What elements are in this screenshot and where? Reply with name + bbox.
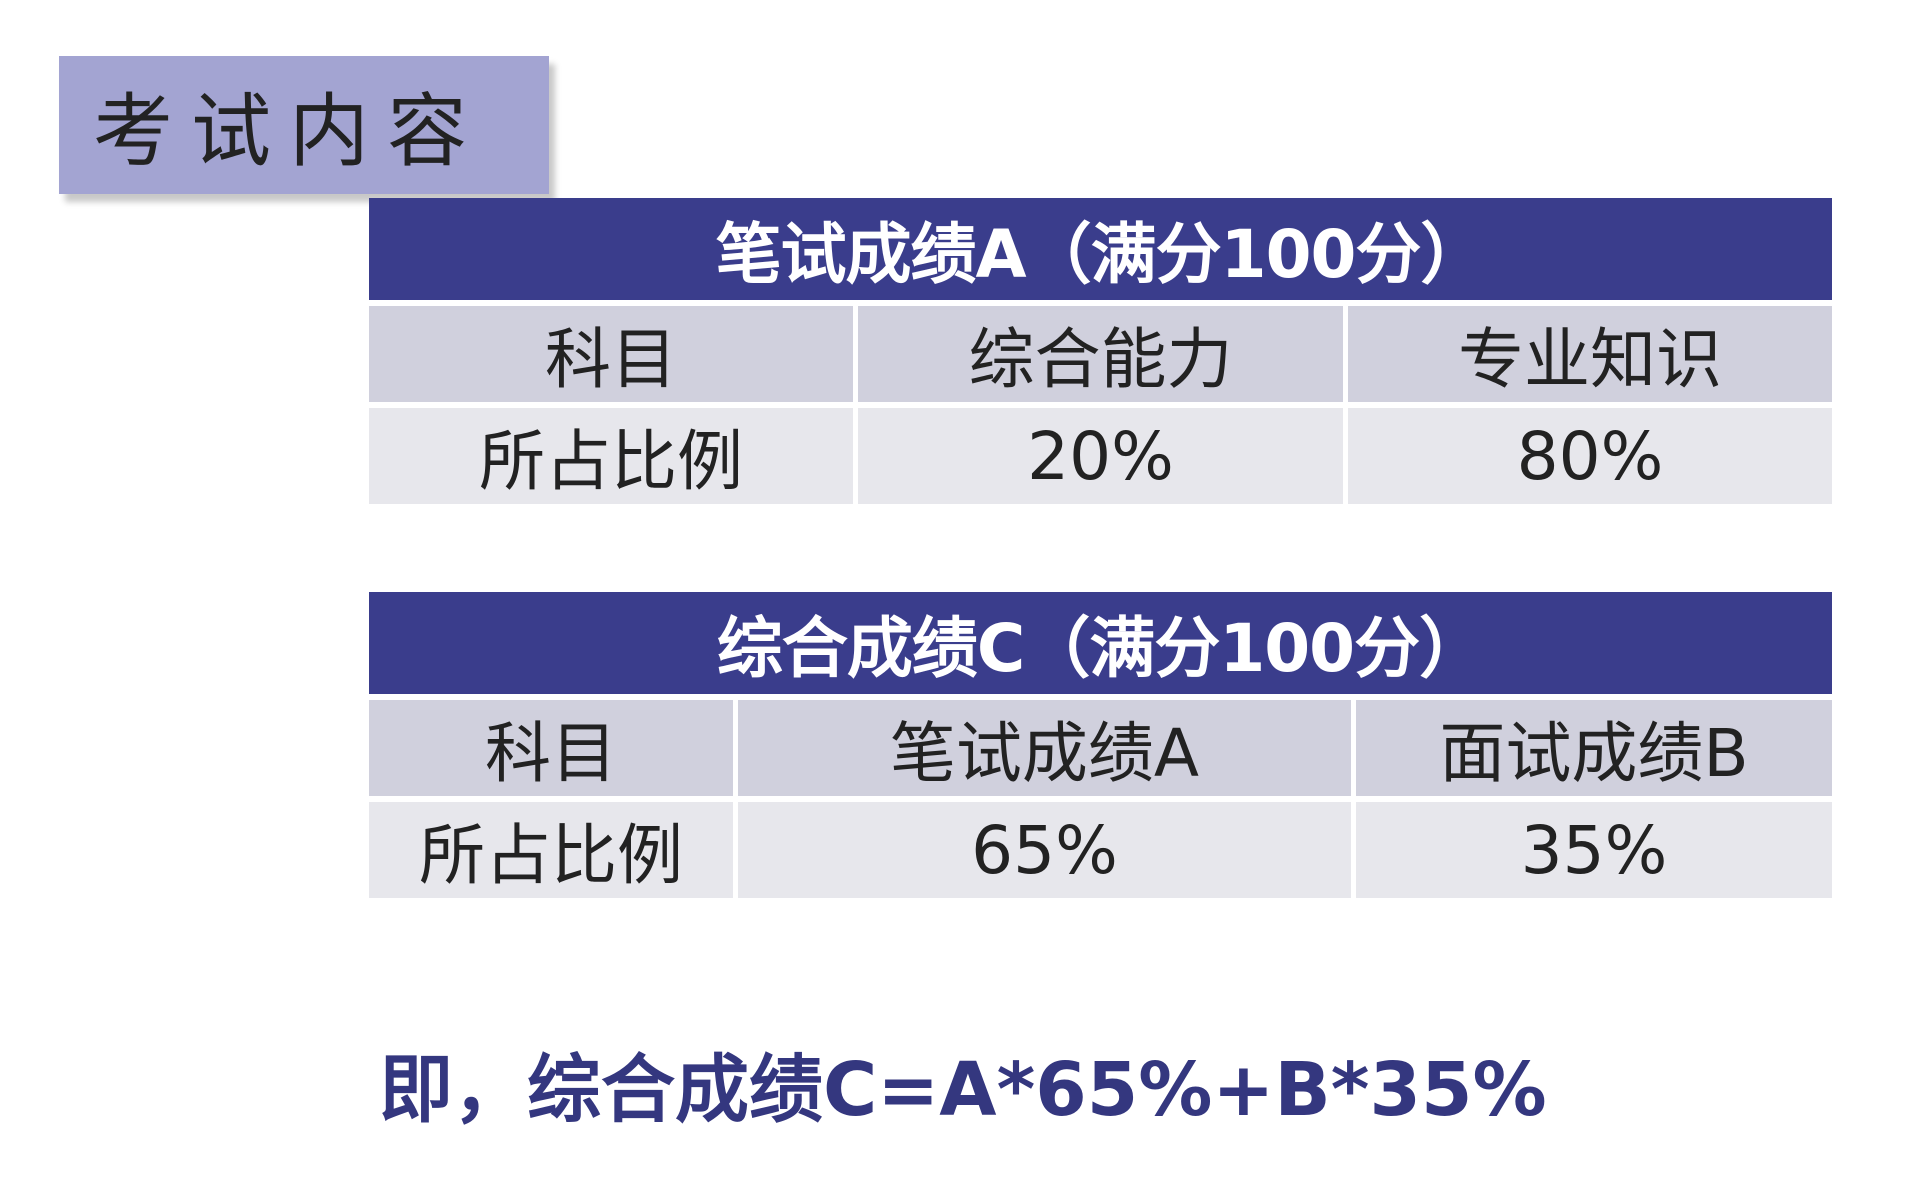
table-row: 科目 笔试成绩A 面试成绩B	[369, 700, 1832, 796]
overall-score-table-title: 综合成绩C（满分100分）	[369, 592, 1832, 694]
table-cell-written-score: 笔试成绩A	[738, 700, 1351, 796]
score-formula: 即，综合成绩C=A*65%+B*35%	[379, 1047, 1547, 1133]
table-row: 所占比例 65% 35%	[369, 802, 1832, 898]
table-cell-ratio-value: 65%	[738, 802, 1351, 898]
table-cell-ratio-value: 20%	[858, 408, 1343, 504]
table-cell-professional-knowledge: 专业知识	[1348, 306, 1832, 402]
table-cell-ratio-value: 80%	[1348, 408, 1832, 504]
table-cell-subject-label: 科目	[369, 700, 733, 796]
section-title: 考试内容	[93, 85, 485, 178]
table-row: 所占比例 20% 80%	[369, 408, 1832, 504]
table-cell-ratio-value: 35%	[1356, 802, 1832, 898]
table-cell-ratio-label: 所占比例	[369, 802, 733, 898]
overall-score-table: 综合成绩C（满分100分） 科目 笔试成绩A 面试成绩B 所占比例 65% 35…	[369, 592, 1832, 898]
table-cell-interview-score: 面试成绩B	[1356, 700, 1832, 796]
table-cell-subject-label: 科目	[369, 306, 853, 402]
written-score-table: 笔试成绩A（满分100分） 科目 综合能力 专业知识 所占比例 20% 80%	[369, 198, 1832, 504]
table-cell-ratio-label: 所占比例	[369, 408, 853, 504]
table-cell-comprehensive-ability: 综合能力	[858, 306, 1343, 402]
section-title-tag: 考试内容	[59, 56, 549, 194]
table-row: 科目 综合能力 专业知识	[369, 306, 1832, 402]
written-score-table-title: 笔试成绩A（满分100分）	[369, 198, 1832, 300]
